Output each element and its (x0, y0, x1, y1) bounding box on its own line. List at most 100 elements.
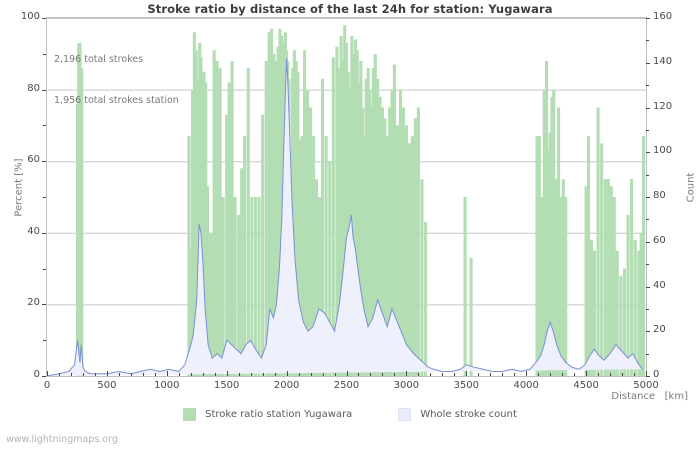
x-tick-minor (442, 373, 443, 376)
x-tick-major (107, 371, 108, 376)
x-tick-minor (59, 373, 60, 376)
y-tick-major-left (42, 161, 46, 162)
x-tick-minor (622, 373, 623, 376)
y-tick-minor-right (646, 85, 649, 86)
x-tick-label: 3000 (393, 380, 420, 391)
x-tick-minor (95, 373, 96, 376)
y-tick-minor-left (43, 125, 46, 126)
x-tick-minor (311, 373, 312, 376)
y-tick-label-right: 80 (653, 190, 666, 201)
y-tick-minor-left (43, 340, 46, 341)
x-tick-minor (538, 373, 539, 376)
legend-item-stroke-ratio[interactable]: Stroke ratio station Yugawara (183, 408, 352, 421)
y-tick-major-left (42, 233, 46, 234)
x-tick-minor (131, 373, 132, 376)
y-tick-major-right (646, 63, 650, 64)
y-tick-minor-left (43, 54, 46, 55)
x-tick-minor (71, 373, 72, 376)
y-tick-label-right: 160 (653, 11, 673, 22)
y-tick-minor-right (646, 40, 649, 41)
x-tick-major (466, 371, 467, 376)
y-tick-major-right (646, 197, 650, 198)
x-tick-label: 5000 (633, 380, 659, 391)
x-tick-major (167, 371, 168, 376)
x-tick-label: 2000 (273, 380, 300, 391)
x-tick-minor (418, 373, 419, 376)
x-tick-minor (179, 373, 180, 376)
y-tick-label-right: 60 (653, 234, 666, 246)
x-tick-minor (335, 373, 336, 376)
x-tick-label: 0 (43, 380, 51, 391)
y-tick-minor-right (646, 130, 649, 131)
x-tick-major (586, 371, 587, 376)
x-tick-label: 2500 (333, 380, 360, 391)
y-tick-minor-right (646, 175, 649, 176)
x-tick-minor (155, 373, 156, 376)
x-tick-minor (478, 373, 479, 376)
y-tick-label-right: 20 (653, 324, 666, 336)
x-tick-minor (251, 373, 252, 376)
x-tick-minor (203, 373, 204, 376)
x-tick-minor (215, 373, 216, 376)
chart-plot-svg (47, 18, 646, 376)
y-tick-minor-right (646, 309, 649, 310)
x-tick-minor (143, 373, 144, 376)
y-tick-major-right (646, 331, 650, 332)
legend-label-stroke-ratio: Stroke ratio station Yugawara (205, 409, 353, 420)
legend-item-stroke-count[interactable]: Whole stroke count (398, 408, 517, 421)
x-tick-minor (502, 373, 503, 376)
y-tick-label-right: 120 (653, 100, 673, 112)
x-tick-label: 1500 (213, 380, 240, 391)
x-tick-minor (490, 373, 491, 376)
x-tick-major (406, 371, 407, 376)
watermark: www.lightningmaps.org (6, 434, 118, 445)
x-tick-minor (598, 373, 599, 376)
x-tick-minor (119, 373, 120, 376)
x-tick-minor (275, 373, 276, 376)
x-tick-minor (394, 373, 395, 376)
y-tick-major-left (42, 90, 46, 91)
y-tick-major-right (646, 242, 650, 243)
y-tick-minor-right (646, 264, 649, 265)
x-tick-major (47, 371, 48, 376)
x-tick-label: 4000 (513, 380, 539, 391)
y-tick-label-left: 0 (33, 369, 40, 380)
y-axis-label-right: Count (685, 172, 697, 203)
y-tick-label-left: 20 (27, 297, 40, 309)
x-tick-label: 4500 (573, 380, 599, 391)
y-tick-label-right: 140 (653, 55, 673, 67)
x-tick-minor (610, 373, 611, 376)
y-tick-minor-right (646, 219, 649, 220)
x-tick-minor (370, 373, 371, 376)
y-tick-major-right (646, 108, 650, 109)
y-tick-major-right (646, 376, 650, 377)
x-tick-major (227, 371, 228, 376)
y-tick-label-right: 40 (653, 279, 666, 291)
x-tick-minor (550, 373, 551, 376)
y-tick-minor-left (43, 197, 46, 198)
plot-area (46, 17, 647, 377)
y-tick-label-left: 40 (27, 225, 40, 237)
y-tick-minor-left (43, 269, 46, 270)
x-tick-label: 1000 (154, 380, 180, 391)
x-tick-minor (358, 373, 359, 376)
y-tick-major-left (42, 376, 46, 377)
y-tick-major-right (646, 287, 650, 288)
x-tick-label: 500 (97, 380, 117, 391)
y-tick-label-left: 60 (27, 154, 40, 166)
legend-swatch-green (183, 408, 197, 421)
y-tick-label-right: 100 (653, 145, 673, 157)
x-tick-minor (514, 373, 515, 376)
y-tick-label-left: 100 (20, 11, 40, 22)
y-tick-major-right (646, 18, 650, 19)
y-tick-major-right (646, 152, 650, 153)
x-tick-minor (191, 373, 192, 376)
chart-legend: Stroke ratio station Yugawara Whole stro… (0, 408, 700, 421)
legend-label-stroke-count: Whole stroke count (420, 409, 517, 420)
x-axis-label: Distance [km] (611, 391, 688, 402)
x-tick-minor (454, 373, 455, 376)
x-tick-major (287, 371, 288, 376)
y-tick-major-left (42, 18, 46, 19)
y-tick-label-right: 0 (653, 369, 660, 380)
